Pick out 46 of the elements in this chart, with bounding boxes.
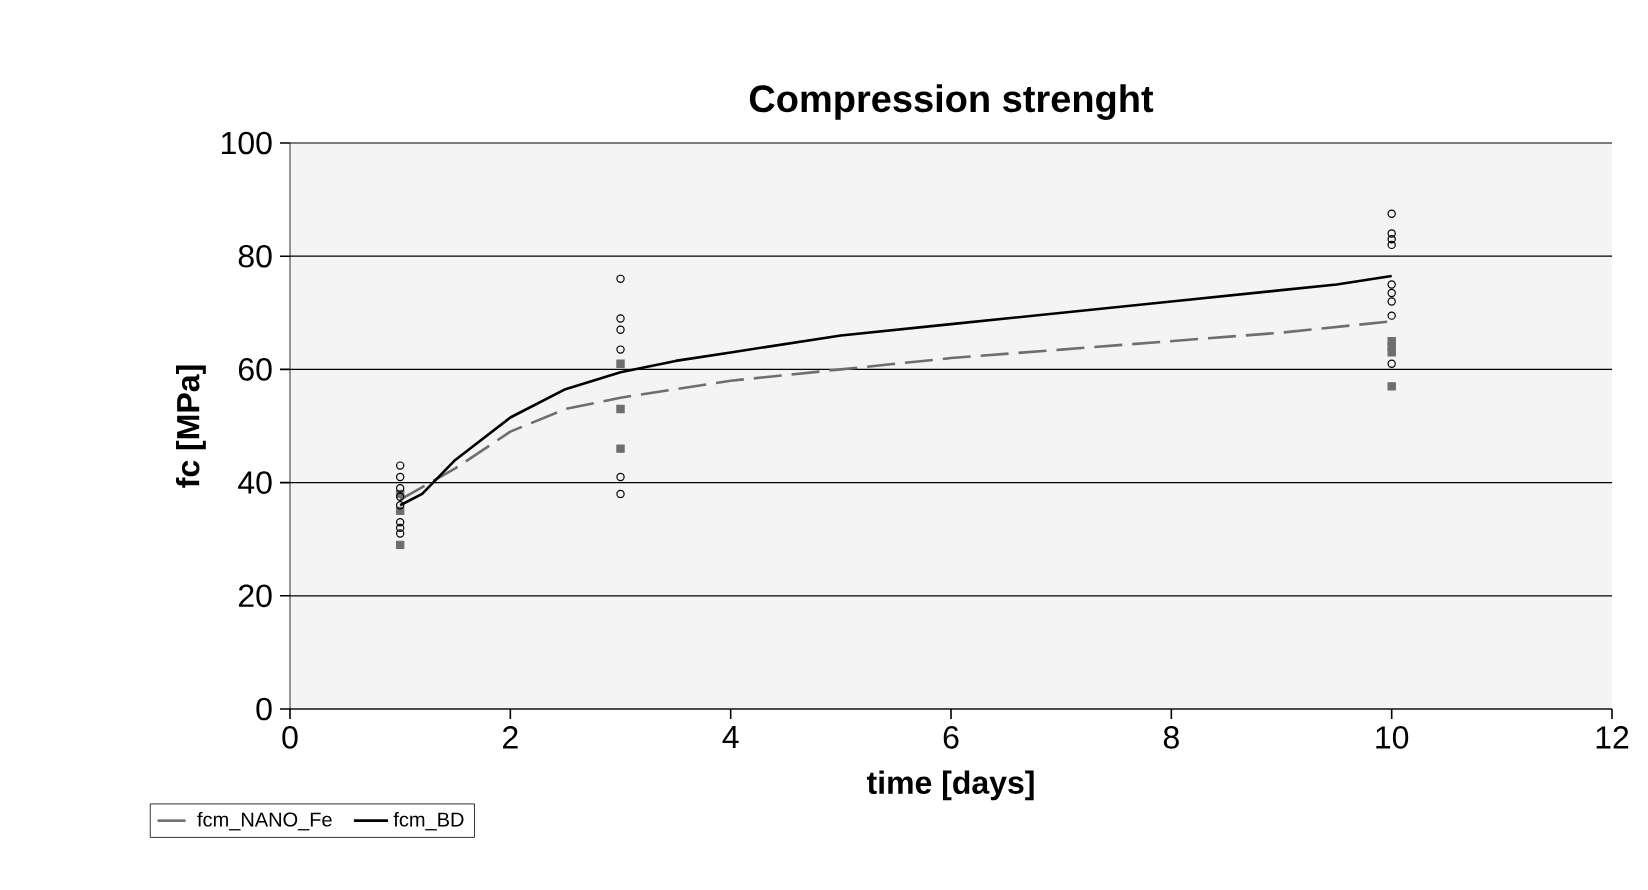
point [395,461,405,470]
y-tick-label: 60 [238,358,272,381]
x-tick-label: 4 [722,726,739,749]
point [395,540,405,550]
point [1387,288,1396,298]
point [1387,348,1396,357]
point [616,489,625,499]
x-tick-label: 0 [282,726,298,749]
point [1387,209,1396,218]
x-tick-label: 10 [1376,726,1409,749]
point [395,501,405,510]
point [395,523,405,533]
point [616,472,625,482]
point [1387,297,1396,306]
point [1387,311,1396,320]
point [395,518,405,527]
point [1387,235,1396,244]
point [395,529,405,538]
y-axis-title: fc [MPa] [176,365,206,488]
x-tick-label: 2 [503,726,518,749]
legend-label: fcm_NANO_Fe [197,811,332,831]
x-tick-label: 12 [1596,726,1629,749]
point [616,345,625,354]
y-tick-label: 100 [222,131,272,155]
point [395,484,405,493]
point [1387,229,1396,238]
y-tick-label: 40 [238,471,272,494]
x-tick-label: 8 [1163,726,1179,749]
point [616,359,625,368]
y-tick-label: 0 [256,697,272,721]
point [395,472,405,482]
x-tick-label: 6 [943,726,959,749]
point [1387,382,1396,391]
point [1387,240,1396,250]
point [1387,280,1396,289]
point [616,404,625,414]
point [616,274,625,284]
chart-title: Compression strenght [749,84,1154,120]
point [616,314,625,323]
y-tick-label: 80 [238,244,272,268]
point [616,444,625,453]
point [616,325,625,334]
legend-label: fcm_BD [393,811,464,831]
point [1387,359,1396,368]
y-tick-label: 20 [238,584,272,608]
x-axis-title: time [days] [866,770,1034,801]
